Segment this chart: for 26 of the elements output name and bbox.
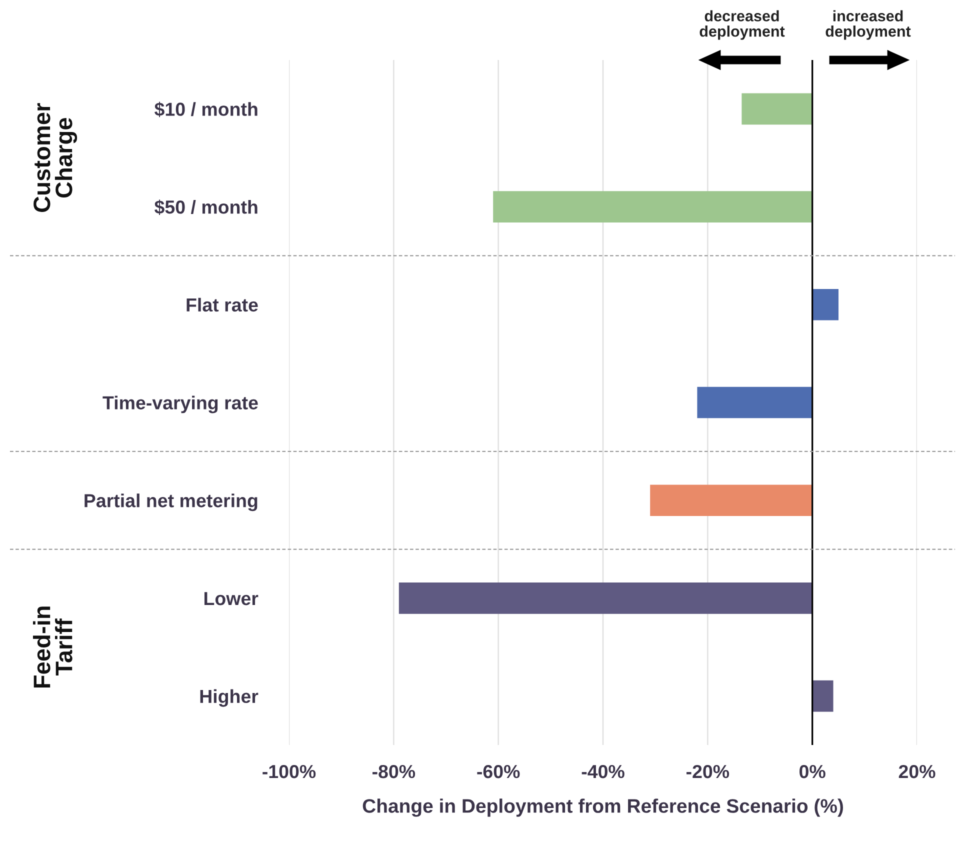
x-tick-label: -100% (262, 764, 316, 778)
bar (812, 288, 838, 320)
x-tick-label: -80% (372, 764, 416, 778)
y-tick-label: $50 / month (154, 200, 258, 215)
text: Feed-in Tariff (32, 606, 72, 688)
y-tick-label: $10 / month (154, 102, 258, 118)
y-tick-label: Lower (204, 592, 258, 606)
y-tick-label: Time-varying rate (102, 396, 258, 414)
bar (697, 386, 812, 418)
bar (493, 191, 812, 222)
x-tick-label: -20% (686, 764, 730, 778)
x-axis-title: Change in Deployment from Reference Scenario (%) (362, 798, 843, 817)
bar (398, 582, 812, 614)
bar (742, 93, 812, 125)
x-tick-label: -40% (582, 764, 624, 778)
y-tick-label: Flat rate (186, 298, 258, 312)
bar (650, 484, 812, 516)
y-tick-label: Higher (200, 689, 258, 707)
text: increased deployment (826, 10, 911, 40)
x-tick-label: -60% (477, 764, 520, 778)
text: Customer Charge (34, 103, 78, 212)
x-tick-label: 20% (898, 764, 936, 778)
bar (812, 680, 834, 712)
y-tick-label: Partial net metering (84, 494, 258, 512)
x-tick-label: 0% (800, 764, 826, 778)
text: decreased deployment (700, 10, 785, 40)
